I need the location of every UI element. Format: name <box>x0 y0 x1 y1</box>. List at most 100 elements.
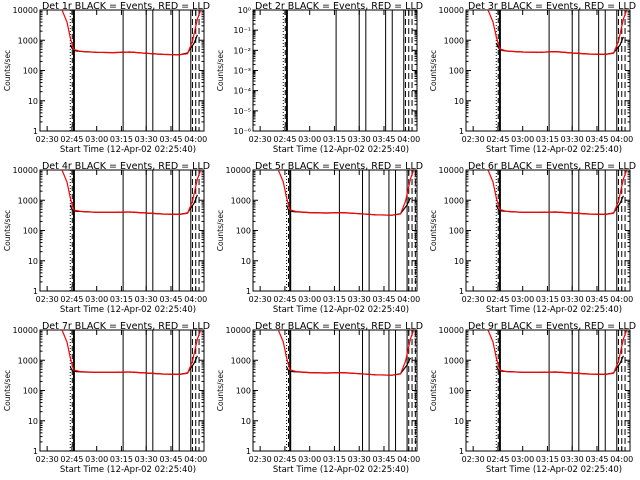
x-tick-label: 02:30 <box>249 295 272 304</box>
plot-content <box>61 10 202 131</box>
chart-panel-7: Det 7r BLACK = Events, RED = LLD 1 10 100 10… <box>3 321 210 475</box>
y-tick-label: 1 <box>33 447 38 456</box>
chart-panel-9: Det 9r BLACK = Events, RED = LLD 1 10 100 10… <box>429 321 636 475</box>
x-tick-label: 03:00 <box>511 295 534 304</box>
x-tick-label: 03:45 <box>372 135 395 144</box>
x-tick-label: 03:30 <box>348 135 371 144</box>
y-axis-label: Counts/sec <box>216 370 225 411</box>
x-tick-label: 03:00 <box>511 455 534 464</box>
x-tick-label: 03:45 <box>372 455 395 464</box>
chart-title: Det 2r BLACK = Events, RED = LLD <box>255 1 423 12</box>
y-tick-label: 10000 <box>226 326 251 335</box>
y-tick-label: 1000 <box>18 196 38 205</box>
x-tick-label: 04:00 <box>184 455 207 464</box>
chart-panel-3: Det 3r BLACK = Events, RED = LLD 1 10 100 10… <box>429 1 636 155</box>
y-tick-label: 10 <box>454 417 464 426</box>
x-axis-label: Start Time (12-Apr-02 02:25:40) <box>60 465 196 475</box>
x-tick-label: 04:00 <box>397 455 420 464</box>
x-tick-label: 03:45 <box>159 135 182 144</box>
y-tick-label: 1 <box>459 287 464 296</box>
x-tick-label: 03:00 <box>85 455 108 464</box>
y-tick-label: 10000 <box>13 326 38 335</box>
y-tick-label: 10 <box>28 97 38 106</box>
x-tick-label: 03:00 <box>298 135 321 144</box>
y-tick-label: 10000 <box>13 166 38 175</box>
chart-title: Det 8r BLACK = Events, RED = LLD <box>255 321 423 332</box>
y-tick-label: 10⁻² <box>233 46 251 55</box>
y-tick-label: 10 <box>28 417 38 426</box>
y-tick-label: 10 <box>241 417 251 426</box>
x-tick-label: 02:45 <box>273 295 296 304</box>
x-tick-label: 03:00 <box>298 295 321 304</box>
y-tick-label: 10 <box>241 257 251 266</box>
plot-frame <box>252 329 418 452</box>
x-tick-label: 04:00 <box>610 455 633 464</box>
y-tick-label: 1000 <box>231 196 251 205</box>
y-tick-label: 1000 <box>231 356 251 365</box>
x-tick-label: 03:15 <box>110 295 133 304</box>
y-tick-label: 10 <box>454 97 464 106</box>
chart-panel-6: Det 6r BLACK = Events, RED = LLD 1 10 100 10… <box>429 161 636 315</box>
chart-panel-1: Det 1r BLACK = Events, RED = LLD 1 10 100 10… <box>3 1 210 155</box>
chart-panel-2: Det 2r BLACK = Events, RED = LLD 10⁻⁶ 10⁻⁵… <box>216 1 423 155</box>
x-tick-label: 03:30 <box>348 455 371 464</box>
x-tick-label: 02:45 <box>60 455 83 464</box>
x-tick-label: 02:45 <box>60 135 83 144</box>
y-tick-label: 10000 <box>13 6 38 15</box>
x-tick-label: 02:45 <box>486 455 509 464</box>
x-tick-label: 04:00 <box>397 295 420 304</box>
chart-title: Det 3r BLACK = Events, RED = LLD <box>468 1 636 12</box>
y-tick-label: 1 <box>33 127 38 136</box>
x-tick-label: 02:45 <box>486 135 509 144</box>
x-tick-label: 03:45 <box>159 455 182 464</box>
x-tick-label: 03:30 <box>135 455 158 464</box>
x-tick-label: 03:45 <box>159 295 182 304</box>
plot-content <box>277 330 416 451</box>
x-tick-label: 03:45 <box>585 135 608 144</box>
y-tick-label: 10 <box>28 257 38 266</box>
y-tick-label: 100 <box>449 387 464 396</box>
series-line-lld <box>487 170 628 216</box>
plot-frame <box>252 169 418 292</box>
y-axis-label: Counts/sec <box>429 210 438 251</box>
x-tick-label: 03:00 <box>298 455 321 464</box>
y-tick-label: 1 <box>459 447 464 456</box>
y-tick-label: 10000 <box>439 166 464 175</box>
x-tick-label: 03:15 <box>323 135 346 144</box>
x-tick-label: 03:15 <box>110 455 133 464</box>
y-tick-label: 1000 <box>444 356 464 365</box>
x-tick-label: 03:45 <box>585 455 608 464</box>
x-tick-label: 04:00 <box>397 135 420 144</box>
chart-title: Det 6r BLACK = Events, RED = LLD <box>468 161 636 172</box>
series-line-lld <box>61 10 202 56</box>
x-tick-label: 03:45 <box>585 295 608 304</box>
x-tick-label: 03:15 <box>536 455 559 464</box>
series-line-lld <box>61 330 202 376</box>
x-tick-label: 03:30 <box>348 295 371 304</box>
y-tick-label: 10000 <box>439 326 464 335</box>
x-tick-label: 04:00 <box>184 295 207 304</box>
x-tick-label: 02:45 <box>60 295 83 304</box>
x-axis-label: Start Time (12-Apr-02 02:25:40) <box>273 145 409 155</box>
y-tick-label: 100 <box>236 387 251 396</box>
x-tick-label: 03:00 <box>85 295 108 304</box>
chart-title: Det 5r BLACK = Events, RED = LLD <box>255 161 423 172</box>
x-tick-label: 02:30 <box>462 135 485 144</box>
chart-panel-8: Det 8r BLACK = Events, RED = LLD 1 10 100 10… <box>216 321 423 475</box>
x-tick-label: 02:30 <box>36 295 59 304</box>
x-tick-label: 04:00 <box>610 295 633 304</box>
x-tick-label: 03:00 <box>511 135 534 144</box>
y-tick-label: 100 <box>23 227 38 236</box>
x-tick-label: 03:30 <box>561 455 584 464</box>
y-tick-label: 10⁻⁴ <box>233 87 251 96</box>
x-tick-label: 02:30 <box>462 295 485 304</box>
plot-content <box>61 330 202 451</box>
y-axis-label: Counts/sec <box>216 210 225 251</box>
plot-content <box>61 170 202 291</box>
x-axis-label: Start Time (12-Apr-02 02:25:40) <box>60 305 196 315</box>
x-axis-label: Start Time (12-Apr-02 02:25:40) <box>273 305 409 315</box>
plot-content <box>487 10 628 131</box>
chart-panel-4: Det 4r BLACK = Events, RED = LLD 1 10 100 10… <box>3 161 210 315</box>
y-tick-label: 100 <box>23 387 38 396</box>
